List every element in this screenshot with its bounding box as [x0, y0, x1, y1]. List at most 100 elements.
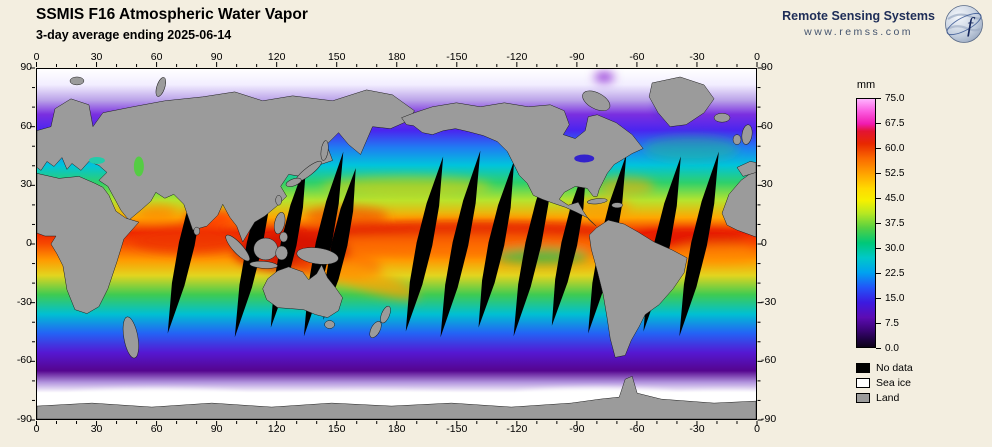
lon-label-bottom: -30	[689, 423, 705, 435]
colorbar-tick-label: 45.0	[885, 192, 905, 204]
colorbar-tick	[876, 173, 881, 174]
lat-label-right: 30	[761, 178, 773, 191]
lat-label-left: -30	[16, 295, 32, 308]
colorbar-tick-label: 75.0	[885, 92, 905, 104]
island-iceland	[713, 112, 731, 123]
lon-label-top: 120	[267, 51, 286, 63]
island-ireland	[732, 134, 742, 145]
island-nz-north	[380, 305, 391, 324]
lon-label-top: 60	[150, 51, 163, 63]
lon-label-top: 90	[210, 51, 223, 63]
colorbar-tick-label: 37.5	[885, 217, 905, 229]
lon-label-top: -150	[446, 51, 468, 63]
brand-text: Remote Sensing Systems www.remss.com	[782, 9, 935, 38]
legend-label: Sea ice	[876, 376, 912, 389]
colorbar-tick	[876, 98, 881, 99]
lon-label-bottom: -60	[629, 423, 645, 435]
landmass-iberia	[736, 161, 756, 177]
lon-label-bottom: 180	[387, 423, 406, 435]
colorbar-tick-label: 60.0	[885, 142, 905, 154]
island-cuba	[587, 198, 608, 205]
lon-label-bottom: 0	[33, 423, 40, 435]
colorbar-tick	[876, 123, 881, 124]
lat-label-right: -90	[761, 413, 777, 425]
brand-url-link[interactable]: www.remss.com	[804, 26, 914, 38]
colorbar-tick	[876, 223, 881, 224]
legend-item: Sea ice	[856, 376, 911, 389]
lon-label-top: 0	[754, 51, 760, 63]
legend-item: No data	[856, 361, 913, 374]
sea-caspian	[133, 156, 144, 177]
island-mindanao	[279, 231, 288, 243]
lat-label-right: 60	[761, 119, 773, 132]
brand-name: Remote Sensing Systems	[782, 9, 935, 23]
island-sumatra	[225, 234, 250, 262]
no-data-swath	[478, 160, 515, 328]
island-hispaniola	[611, 202, 623, 209]
colorbar-tick	[876, 248, 881, 249]
lon-label-top: -60	[629, 51, 645, 63]
colorbar-tick-label: 67.5	[885, 117, 905, 129]
colorbar-tick-label: 7.5	[885, 317, 899, 329]
island-borneo	[253, 237, 278, 261]
lat-label-right: -60	[761, 354, 777, 367]
no-data-swath	[323, 168, 356, 320]
island-sri-lanka	[193, 226, 201, 236]
legend-label: No data	[876, 361, 913, 374]
legend-swatch	[856, 392, 870, 403]
colorbar-tick	[876, 273, 881, 274]
island-kyushu	[285, 177, 302, 187]
island-svalbard	[69, 76, 85, 86]
sea-black	[88, 156, 105, 164]
colorbar	[856, 98, 876, 348]
lat-label-right: -30	[761, 295, 777, 308]
lon-label-bottom: 60	[150, 423, 163, 435]
island-britain	[741, 124, 753, 145]
landmass-eurasia	[37, 89, 415, 243]
colorbar-tick	[876, 148, 881, 149]
lat-label-right: 0	[761, 237, 767, 249]
branding: Remote Sensing Systems www.remss.com f	[782, 4, 984, 44]
map-frame	[36, 68, 757, 420]
landmass-australia	[262, 264, 343, 318]
lon-label-bottom: 30	[90, 423, 103, 435]
island-novaya-zemlya	[155, 77, 166, 97]
island-philippines	[274, 212, 286, 235]
lat-label-left: 60	[20, 119, 32, 132]
lon-label-bottom: -90	[569, 423, 585, 435]
lat-label-left: 90	[20, 61, 32, 73]
no-data-swath	[679, 151, 719, 337]
landmass-antarctica	[37, 375, 756, 419]
island-madagascar	[122, 316, 139, 359]
legend-swatch	[856, 362, 870, 373]
island-tasmania	[324, 320, 335, 329]
svg-text:f: f	[967, 13, 976, 37]
lon-label-bottom: -120	[506, 423, 528, 435]
island-nz-south	[369, 321, 382, 338]
lon-label-top: -30	[689, 51, 705, 63]
globe-logo-icon: f	[945, 5, 983, 43]
lon-label-bottom: 90	[210, 423, 223, 435]
lon-label-bottom: 150	[327, 423, 346, 435]
landmass-africa-west	[721, 169, 756, 238]
lon-label-top: -120	[506, 51, 528, 63]
landmass-africa-east	[37, 173, 140, 314]
land-layer	[37, 76, 756, 419]
lon-label-top: 150	[327, 51, 346, 63]
lon-label-bottom: -150	[446, 423, 468, 435]
lon-label-top: 180	[387, 51, 406, 63]
colorbar-unit-label: mm	[856, 79, 876, 91]
lat-label-right: 90	[761, 61, 773, 73]
landmass-greenland	[648, 76, 715, 127]
island-baffin	[582, 90, 611, 111]
colorbar-tick-label: 22.5	[885, 267, 905, 279]
lon-label-top: 30	[90, 51, 103, 63]
colorbar-tick	[876, 323, 881, 324]
lat-label-left: 30	[20, 178, 32, 191]
landmass-south-america	[588, 219, 688, 358]
island-sulawesi	[275, 245, 288, 261]
legend-swatch	[856, 377, 870, 388]
lakes-great	[574, 154, 595, 163]
landmass-north-america	[401, 102, 644, 227]
